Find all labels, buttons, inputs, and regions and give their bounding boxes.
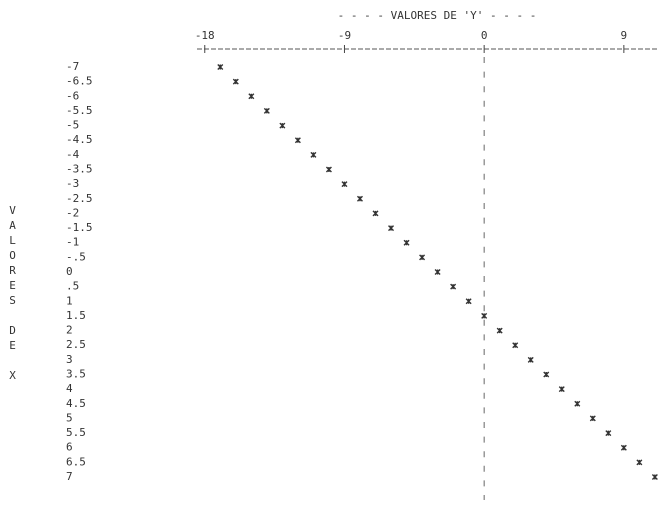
x-tick-label: 6.5 [66, 455, 86, 468]
point [620, 444, 627, 451]
x-tick-label: 3.5 [66, 368, 86, 381]
x-tick-label: 7 [66, 470, 73, 483]
x-tick-label: 1 [66, 294, 73, 307]
point [651, 474, 658, 480]
point [403, 239, 410, 246]
point [527, 356, 534, 363]
point [465, 298, 472, 305]
y-tick-label: -18 [195, 29, 215, 42]
x-tick-label: -4 [66, 148, 80, 161]
x-tick-label: 4.5 [66, 397, 86, 410]
point [496, 327, 503, 334]
x-tick-label: -2.5 [66, 192, 93, 205]
x-tick-label: -1.5 [66, 221, 93, 234]
point [325, 166, 332, 173]
point [589, 415, 596, 422]
y-tick-label: 9 [621, 29, 628, 42]
x-tick-label: -2 [66, 206, 79, 219]
point [605, 430, 612, 437]
x-tick-label: -.5 [66, 250, 86, 263]
point [512, 342, 519, 349]
point [372, 210, 379, 217]
x-tick-label: 3 [66, 353, 73, 366]
point [543, 371, 550, 378]
point [434, 269, 441, 275]
x-tick-label: 6 [66, 441, 73, 454]
point [388, 225, 395, 232]
point [248, 93, 255, 100]
x-tick-label: -5 [66, 119, 79, 132]
chart-title: - - - - VALORES DE 'Y' - - - - [338, 9, 537, 22]
x-tick-label: -4.5 [66, 133, 93, 146]
y-tick-label: 0 [481, 29, 488, 42]
point [419, 254, 426, 261]
x-tick-label: -3.5 [66, 163, 93, 176]
point [310, 151, 317, 158]
x-tick-label: -6 [66, 89, 79, 102]
x-tick-label: .5 [66, 280, 79, 293]
point [279, 122, 286, 129]
x-tick-label: 1.5 [66, 309, 86, 322]
x-tick-label: 2.5 [66, 338, 86, 351]
x-tick-label: -5.5 [66, 104, 93, 117]
x-tick-label: -7 [66, 60, 79, 73]
x-tick-label: 2 [66, 324, 73, 337]
point [558, 386, 565, 393]
point [574, 400, 581, 407]
x-tick-label: 5.5 [66, 426, 86, 439]
point [356, 195, 363, 202]
x-axis-label: VALORES DE X [6, 204, 19, 384]
point [294, 137, 301, 144]
point [450, 283, 457, 290]
point [263, 107, 270, 114]
y-tick-label: -9 [338, 29, 351, 42]
point [341, 181, 348, 188]
point [481, 312, 488, 319]
x-tick-label: 4 [66, 382, 73, 395]
x-tick-label: -3 [66, 177, 79, 190]
x-tick-label: -1 [66, 236, 79, 249]
x-tick-label: -6.5 [66, 75, 93, 88]
point [636, 459, 643, 466]
point [217, 64, 224, 70]
x-tick-label: 5 [66, 411, 73, 424]
x-tick-label: 0 [66, 265, 73, 278]
point [232, 78, 239, 85]
